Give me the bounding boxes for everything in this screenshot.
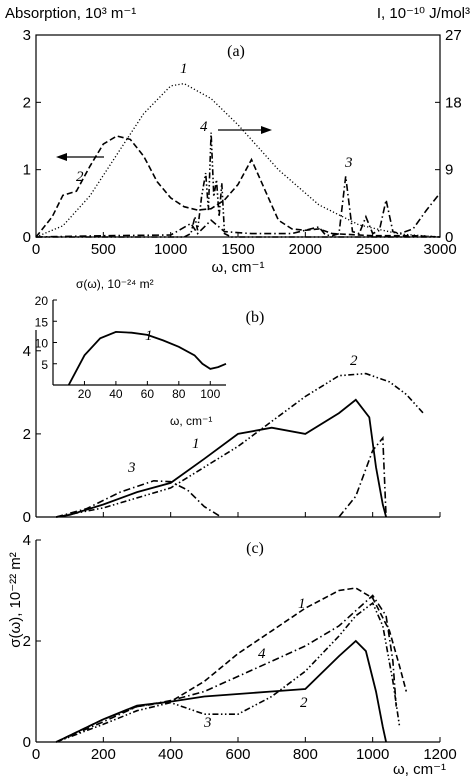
panel-c-xtick-label: 600 bbox=[225, 746, 250, 763]
panel-a-xlabel: ω, cm⁻¹ bbox=[212, 259, 265, 276]
inset-xtick-label: 60 bbox=[141, 387, 155, 401]
panel-c-xtick-label: 200 bbox=[91, 746, 116, 763]
panel-c-y-ticks: 0 2 4 bbox=[23, 532, 41, 751]
inset-ytick-label: 20 bbox=[35, 294, 49, 308]
panel-c-ytick-label: 0 bbox=[23, 734, 31, 751]
panel-b-series-3 bbox=[55, 479, 222, 518]
panel-c-series-4 bbox=[55, 594, 397, 743]
panel-a-right-ytick-label: 27 bbox=[445, 27, 462, 44]
panel-a-series-2 bbox=[35, 135, 441, 238]
panel-b-ytick-label: 2 bbox=[23, 426, 31, 443]
panel-a-frame bbox=[35, 34, 441, 238]
panel-c-ytick-label: 2 bbox=[23, 633, 31, 650]
panel-b-series bbox=[55, 372, 424, 518]
panel-b-series-2 bbox=[56, 372, 424, 518]
panel-c-label: (c) bbox=[246, 540, 264, 557]
panel-a-curve-label-1: 1 bbox=[180, 61, 188, 77]
panel-a-right-axis: 0 9 18 27 bbox=[435, 27, 462, 246]
panel-c-x-ticks: 0 200 400 600 800 1000 1200 bbox=[32, 737, 457, 763]
panel-c-ylabel: σ(ω), 10⁻²² m² bbox=[7, 552, 24, 648]
panel-a-series-4 bbox=[36, 132, 440, 238]
inset-x-ticks: 20 40 60 80 100 bbox=[78, 381, 221, 401]
panel-b-inset: σ(ω), 10⁻²⁴ m² 20 40 60 80 100 5 10 15 20 ω, cm… bbox=[35, 277, 227, 428]
panel-c-series-3 bbox=[55, 601, 401, 743]
inset-xtick-label: 20 bbox=[78, 387, 92, 401]
inset-xtick-label: 100 bbox=[200, 387, 220, 401]
panel-c-curve-label-1: 1 bbox=[298, 596, 306, 612]
panel-c-curve-label-2: 2 bbox=[300, 695, 308, 711]
panel-a-left-ytick-label: 3 bbox=[23, 27, 31, 44]
panel-b-curve-label-3: 3 bbox=[127, 460, 136, 476]
panel-b-series-4 bbox=[338, 435, 387, 518]
panel-b-x-ticks bbox=[35, 512, 441, 517]
inset-ytick-label: 15 bbox=[35, 315, 49, 329]
panel-a-xtick-label: 0 bbox=[32, 241, 40, 258]
panel-b-series-1 bbox=[56, 398, 387, 518]
inset-ytick-label: 10 bbox=[35, 337, 49, 351]
panel-b-ytick-label: 4 bbox=[23, 343, 31, 360]
panel-c-xlabel: ω, cm⁻¹ bbox=[393, 761, 446, 778]
panel-c-series-2 bbox=[55, 639, 387, 743]
panel-a-right-ytick-label: 0 bbox=[445, 229, 453, 246]
panel-a-right-ytick-label: 18 bbox=[445, 94, 462, 111]
inset-xtick-label: 40 bbox=[109, 387, 123, 401]
panel-c-xtick-label: 800 bbox=[293, 746, 318, 763]
panel-a-xtick-label: 3000 bbox=[423, 241, 456, 258]
panel-c-curve-label-3: 3 bbox=[203, 715, 212, 731]
panel-c-series-1 bbox=[55, 587, 408, 743]
panel-a-right-ytick-label: 9 bbox=[445, 162, 453, 179]
inset-xlabel: ω, cm⁻¹ bbox=[170, 414, 212, 428]
panel-a-curve-label-4: 4 bbox=[200, 119, 208, 135]
panel-a: Absorption, 10³ m⁻¹ I, 10⁻¹⁰ J/mol³ (a) … bbox=[5, 5, 470, 276]
panel-b-curve-label-1: 1 bbox=[192, 436, 200, 452]
panel-a-series-3 bbox=[35, 176, 441, 238]
inset-series-1 bbox=[67, 330, 227, 386]
panel-b-curve-label-2: 2 bbox=[350, 353, 358, 369]
panel-a-left-axis: 0 1 2 3 bbox=[23, 27, 41, 246]
inset-ylabel: σ(ω), 10⁻²⁴ m² bbox=[76, 277, 154, 291]
panel-a-curve-label-3: 3 bbox=[344, 155, 353, 171]
panel-c-ytick-label: 4 bbox=[23, 532, 31, 549]
panel-a-series bbox=[35, 82, 441, 238]
panel-a-xtick-label: 1000 bbox=[154, 241, 187, 258]
panel-a-left-ytick-label: 1 bbox=[23, 162, 31, 179]
panel-a-curve-label-2: 2 bbox=[76, 169, 84, 185]
panel-c-xtick-label: 400 bbox=[158, 746, 183, 763]
panel-c-xtick-label: 1000 bbox=[356, 746, 389, 763]
inset-ytick-label: 5 bbox=[41, 358, 48, 372]
panel-a-arrow-right bbox=[218, 126, 272, 134]
panel-c-series bbox=[55, 587, 408, 743]
inset-series bbox=[67, 330, 227, 386]
panel-a-arrow-left bbox=[56, 153, 104, 161]
panel-a-left-ylabel: Absorption, 10³ m⁻¹ bbox=[5, 5, 136, 22]
panel-c-xtick-label: 0 bbox=[32, 746, 40, 763]
panel-a-xtick-label: 500 bbox=[91, 241, 116, 258]
inset-y-ticks: 5 10 15 20 bbox=[35, 294, 57, 372]
panel-a-xtick-label: 2500 bbox=[356, 241, 389, 258]
panel-a-series-1 bbox=[35, 82, 441, 238]
inset-curve-label-1: 1 bbox=[145, 328, 153, 344]
panel-a-left-ytick-label: 0 bbox=[23, 229, 31, 246]
panel-b-label: (b) bbox=[246, 309, 265, 326]
inset-xtick-label: 80 bbox=[172, 387, 186, 401]
panel-b-y-ticks: 0 2 4 bbox=[23, 343, 41, 526]
panel-b: 0 2 4 (b) 1 2 3 σ(ω), 10⁻²⁴ m² 20 40 60 80 100… bbox=[23, 277, 441, 526]
panel-c-curve-label-4: 4 bbox=[258, 646, 266, 662]
panel-c-xtick-label: 1200 bbox=[423, 746, 456, 763]
panel-a-left-ytick-label: 2 bbox=[23, 94, 31, 111]
panel-c: 0 200 400 600 800 1000 1200 024 (c) ω, cm⁻¹ 1 … bbox=[23, 532, 457, 778]
panel-a-label: (a) bbox=[227, 43, 245, 60]
panel-b-ytick-label: 0 bbox=[23, 509, 31, 526]
panel-a-xtick-label: 2000 bbox=[289, 241, 322, 258]
panel-a-xtick-label: 1500 bbox=[221, 241, 254, 258]
panel-a-right-ylabel: I, 10⁻¹⁰ J/mol³ bbox=[377, 5, 470, 22]
